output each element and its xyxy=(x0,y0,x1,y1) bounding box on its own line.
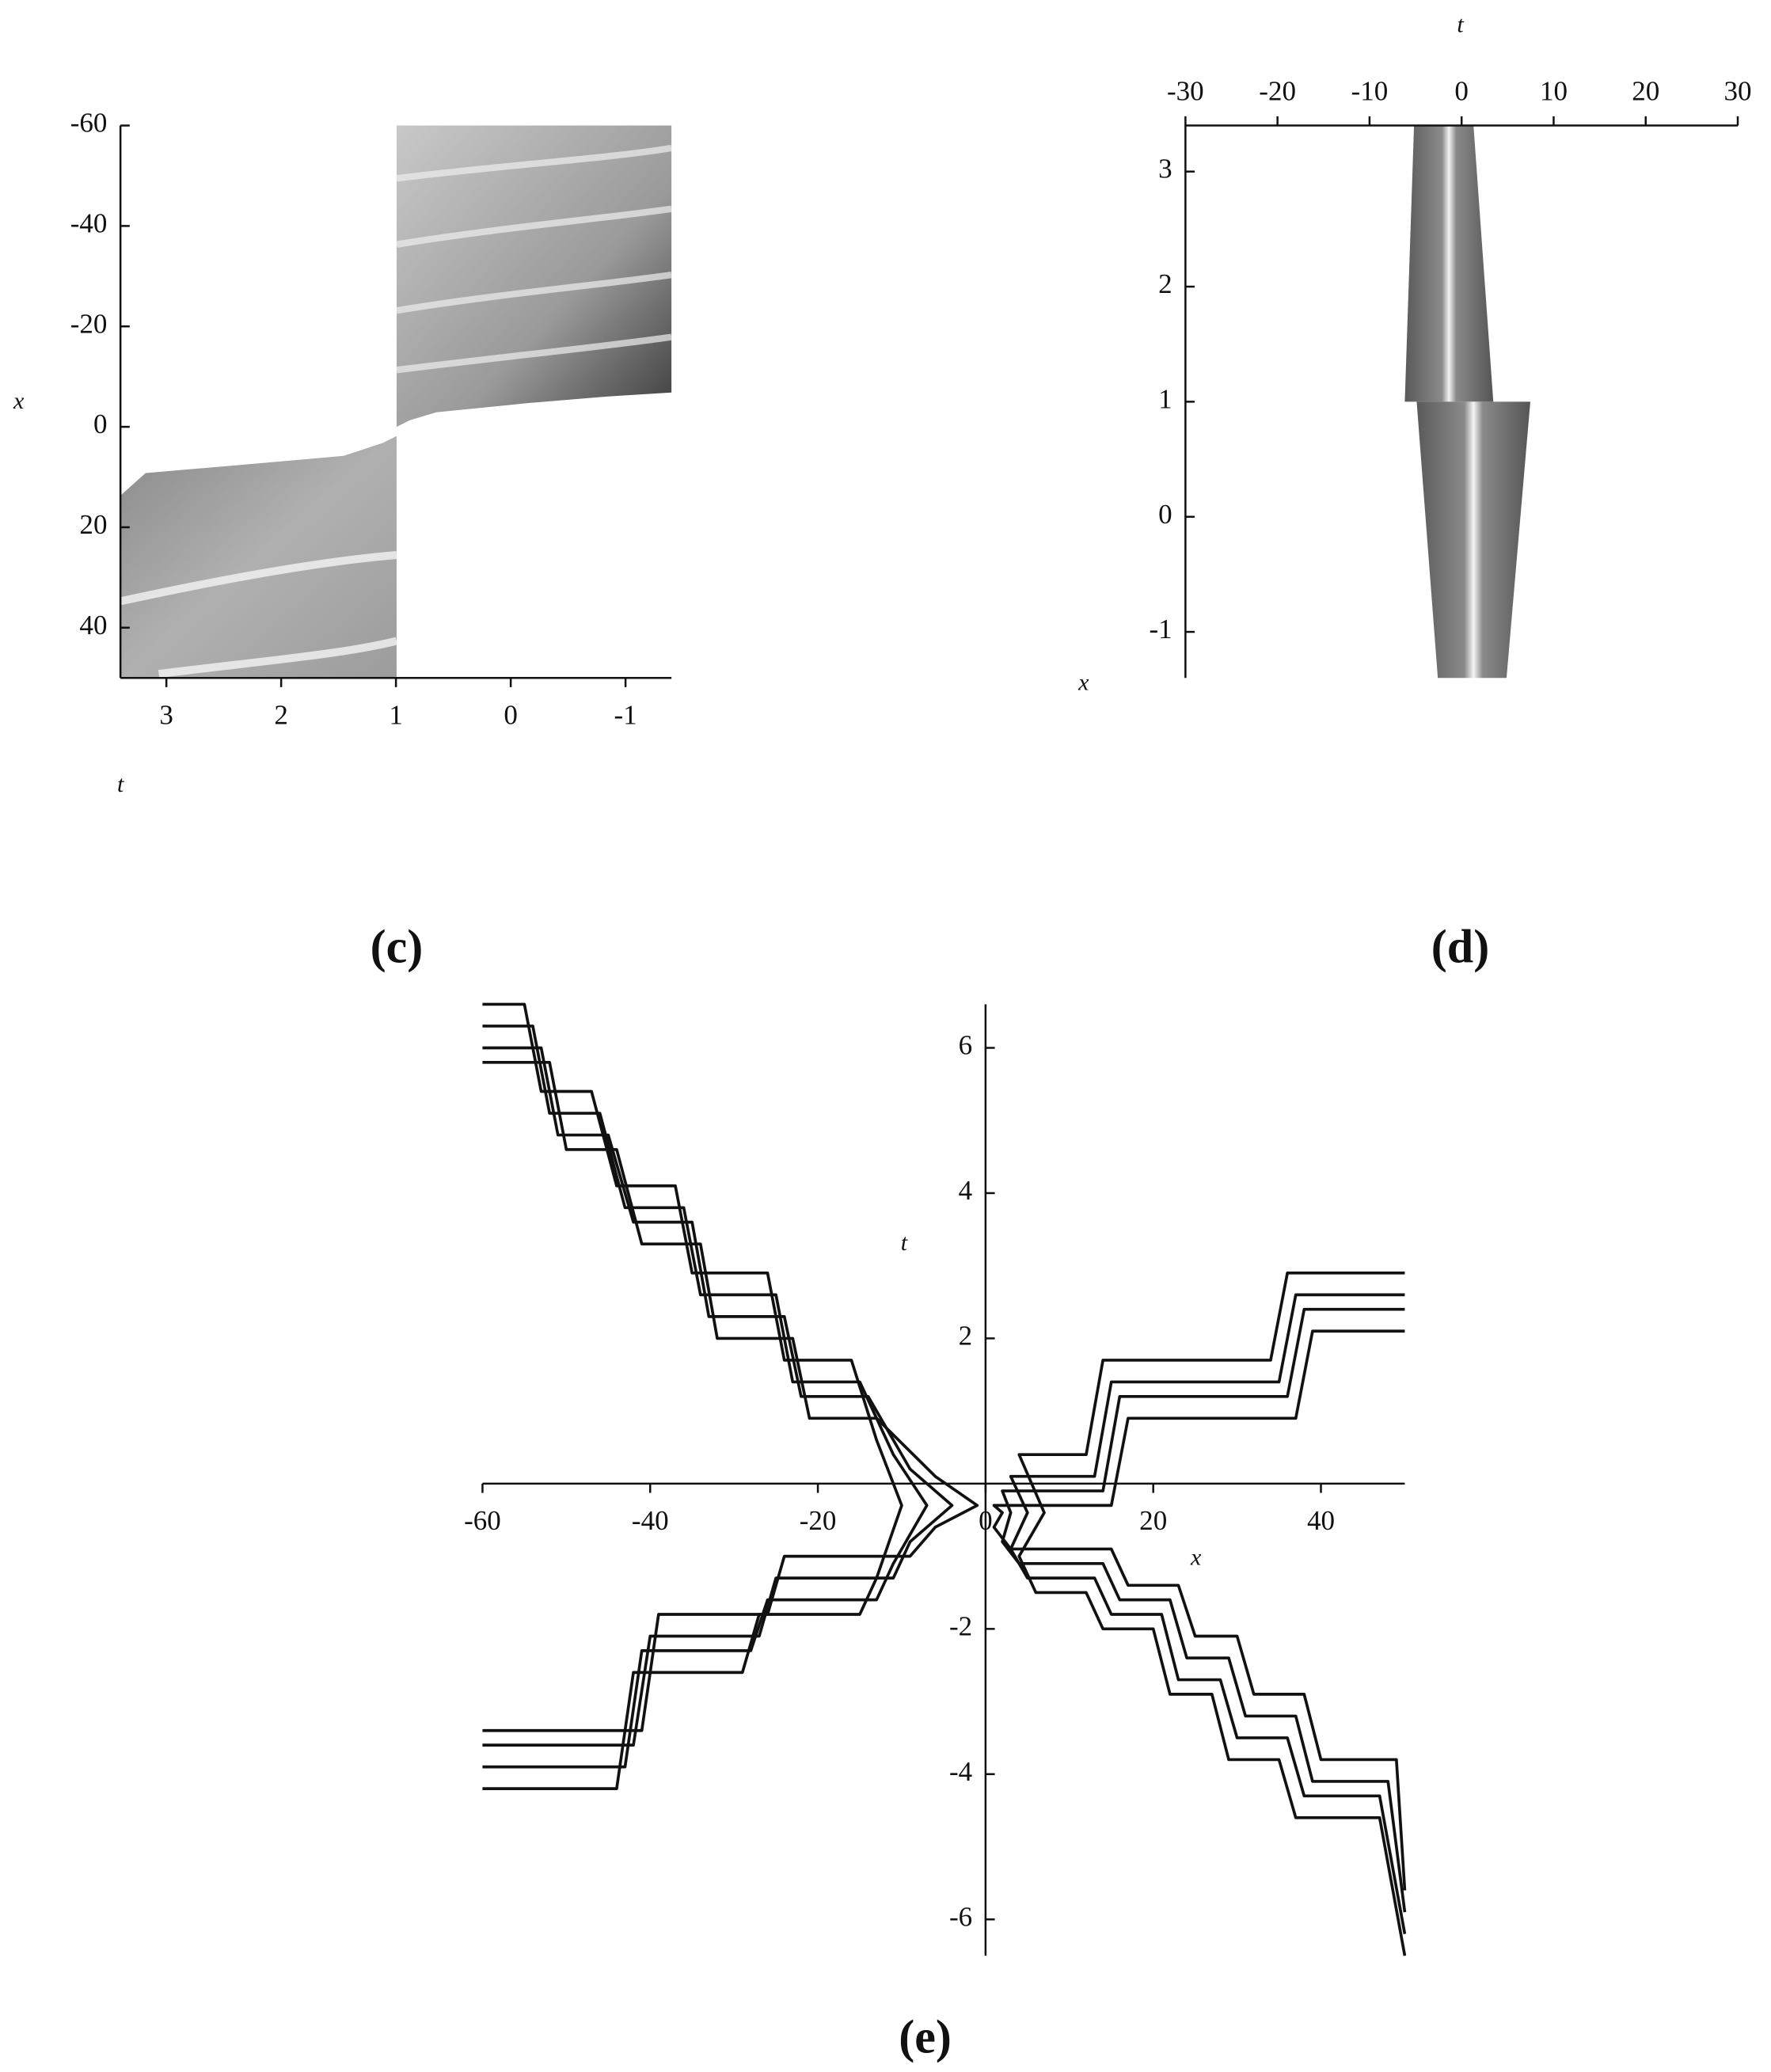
x-tick-label: 3 xyxy=(159,699,173,730)
density-c xyxy=(120,125,672,679)
y-axis-label: t xyxy=(901,1230,908,1256)
y-tick-label: -60 xyxy=(70,108,108,139)
y-tick-label: 6 xyxy=(959,1030,973,1061)
y-tick-label: -1 xyxy=(1149,614,1172,644)
contour-line xyxy=(992,1329,1407,1891)
y-tick-label: -4 xyxy=(949,1756,972,1787)
y-tick-label: 20 xyxy=(79,509,107,540)
contour-line xyxy=(1017,1272,1407,1956)
density-stripe xyxy=(396,144,672,374)
density-region xyxy=(120,435,397,679)
x-tick-label: 40 xyxy=(1307,1505,1335,1536)
y-tick-label: -6 xyxy=(949,1901,972,1932)
contour-line xyxy=(482,1025,929,1769)
x-tick-label: -30 xyxy=(1167,76,1204,107)
density-region xyxy=(396,125,672,428)
x-tick-label: 0 xyxy=(504,699,518,730)
y-tick-label: 4 xyxy=(959,1175,973,1206)
x-tick-label: -10 xyxy=(1351,76,1389,107)
y-tick-label: -20 xyxy=(70,308,108,339)
x-tick-label: -20 xyxy=(1259,76,1296,107)
contour-line xyxy=(1001,1307,1407,1913)
density-stripe xyxy=(120,550,398,679)
x-tick-label: -1 xyxy=(614,699,637,730)
x-tick-label: 0 xyxy=(979,1505,993,1536)
y-tick-label: 1 xyxy=(1158,383,1172,414)
y-axis-label: x xyxy=(13,388,25,414)
contour-line xyxy=(482,1002,903,1790)
contour-line xyxy=(482,1046,954,1747)
x-axis-label: x xyxy=(1190,1544,1202,1570)
panel-caption: (d) xyxy=(1431,919,1489,972)
x-tick-label: 20 xyxy=(1632,76,1659,107)
y-tick-label: 40 xyxy=(79,610,107,641)
x-tick-label: 0 xyxy=(1454,76,1469,107)
density-region xyxy=(1416,401,1530,679)
x-axis-label: t xyxy=(1457,11,1464,37)
panel-caption: (e) xyxy=(899,2009,952,2062)
x-axis-label: t xyxy=(117,771,124,797)
x-tick-label: 30 xyxy=(1723,76,1751,107)
panel-caption: (c) xyxy=(371,919,424,972)
contour-line xyxy=(1009,1293,1407,1934)
y-tick-label: 3 xyxy=(1158,154,1172,184)
contour-line xyxy=(482,1060,979,1732)
x-tick-label: 2 xyxy=(274,699,288,730)
y-tick-label: 2 xyxy=(959,1320,973,1351)
x-tick-label: -20 xyxy=(800,1505,837,1536)
y-tick-label: 0 xyxy=(93,409,108,439)
x-tick-label: 20 xyxy=(1139,1505,1167,1536)
y-tick-label: -2 xyxy=(949,1610,972,1641)
y-tick-label: 0 xyxy=(1158,499,1172,530)
y-tick-label: 2 xyxy=(1158,268,1172,299)
y-tick-label: -40 xyxy=(70,207,108,238)
density-d xyxy=(1404,125,1530,679)
y-axis-label: x xyxy=(1077,669,1089,695)
x-tick-label: -40 xyxy=(632,1505,669,1536)
x-tick-label: -60 xyxy=(464,1505,501,1536)
x-tick-label: 1 xyxy=(389,699,403,730)
density-region xyxy=(1404,125,1494,402)
x-tick-label: 10 xyxy=(1540,76,1568,107)
